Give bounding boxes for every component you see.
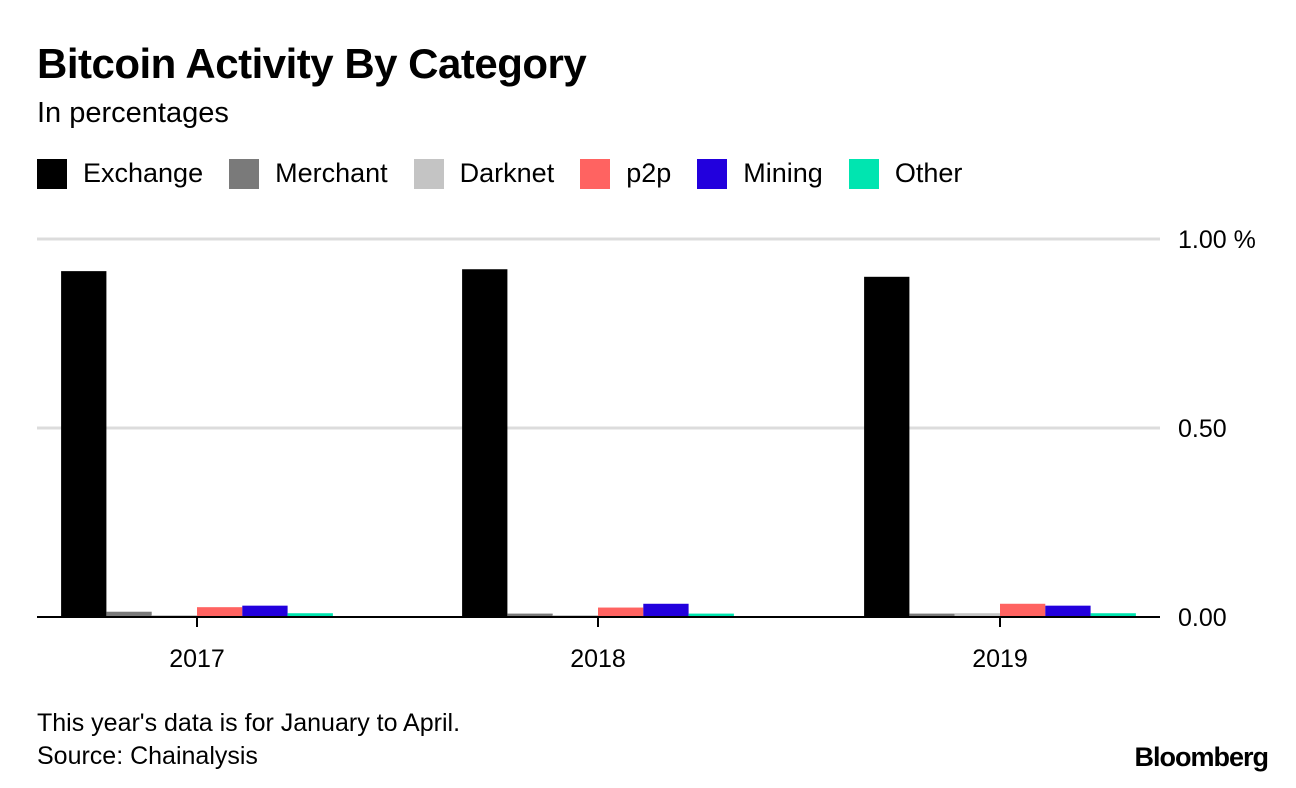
legend-swatch: [413, 158, 444, 189]
bar-merchant-2019: [909, 613, 955, 617]
legend: Exchange Merchant Darknet p2p Mining Other: [37, 158, 988, 189]
chart-subtitle: In percentages: [37, 97, 229, 129]
legend-swatch: [848, 158, 879, 189]
y-tick-label: 0.50: [1178, 415, 1227, 443]
legend-swatch: [580, 158, 611, 189]
bar-merchant-2017: [106, 611, 152, 617]
bar-exchange-2018: [462, 269, 508, 617]
chart-title: Bitcoin Activity By Category: [37, 40, 587, 87]
bar-mining-2017: [242, 605, 288, 617]
legend-swatch: [697, 158, 728, 189]
y-tick-label: 0.00: [1178, 604, 1227, 632]
bar-p2p-2018: [598, 607, 644, 617]
legend-swatch: [37, 158, 67, 189]
legend-label: Exchange: [83, 158, 204, 188]
legend-label: p2p: [626, 158, 672, 188]
bar-other-2017: [287, 613, 333, 617]
bar-exchange-2019: [864, 276, 910, 617]
y-tick-label: 1.00 %: [1178, 226, 1256, 254]
legend-label: Darknet: [459, 158, 555, 188]
bar-darknet-2019: [954, 613, 1000, 617]
bar-p2p-2019: [1000, 603, 1046, 617]
x-tick-label: 2019: [972, 645, 1028, 673]
legend-item-mining: Mining: [697, 158, 823, 189]
x-tick-label: 2017: [169, 645, 225, 673]
source: Source: Chainalysis: [37, 742, 258, 770]
legend-label: Merchant: [275, 158, 388, 188]
bar-exchange-2017: [61, 271, 107, 617]
legend-label: Other: [894, 158, 963, 188]
bar-mining-2019: [1045, 605, 1091, 617]
legend-label: Mining: [743, 158, 823, 188]
legend-item-exchange: Exchange: [37, 158, 203, 189]
footnote: This year's data is for January to April…: [37, 709, 461, 737]
legend-item-p2p: p2p: [580, 158, 671, 189]
bar-other-2019: [1090, 613, 1136, 617]
bar-other-2018: [688, 613, 734, 617]
x-tick-label: 2018: [570, 645, 626, 673]
legend-item-merchant: Merchant: [229, 158, 388, 189]
legend-item-other: Other: [848, 158, 963, 189]
bar-mining-2018: [643, 603, 689, 617]
bloomberg-logo: Bloomberg: [1134, 742, 1269, 772]
legend-item-darknet: Darknet: [413, 158, 555, 189]
bar-merchant-2018: [507, 613, 553, 617]
footnote-block: This year's data is for January to April…: [37, 707, 460, 773]
bar-p2p-2017: [197, 607, 243, 617]
legend-swatch: [229, 158, 260, 189]
